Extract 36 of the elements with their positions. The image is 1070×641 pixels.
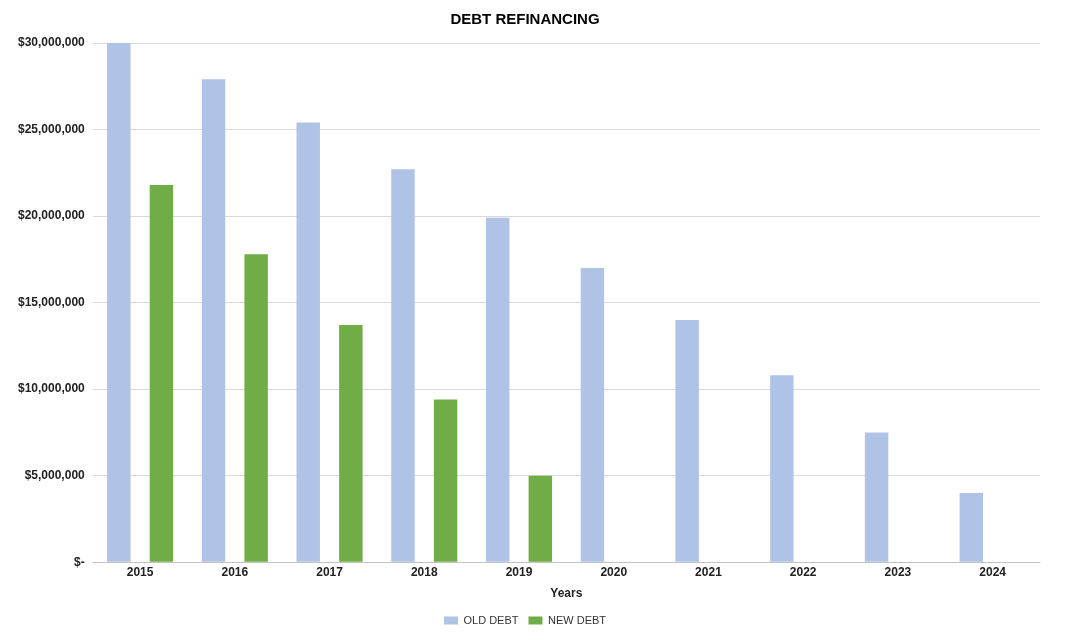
y-tick-label: $25,000,000 [18, 121, 86, 136]
x-tick-label: 2016 [221, 564, 249, 579]
x-tick-label: 2021 [695, 564, 723, 579]
bar [580, 267, 605, 562]
x-tick-label: 2022 [789, 564, 817, 579]
y-tick-label: $20,000,000 [18, 208, 86, 223]
x-tick-label: 2017 [316, 564, 344, 579]
bar [107, 43, 131, 562]
x-tick-label: 2015 [126, 564, 154, 579]
x-axis-title: Years [550, 586, 583, 601]
y-tick-label: $30,000,000 [18, 35, 86, 50]
bar [391, 169, 415, 562]
bar [675, 319, 699, 562]
bar [244, 254, 268, 562]
x-tick-label: 2020 [600, 564, 628, 579]
y-tick-label: $- [74, 554, 85, 569]
bar [149, 184, 174, 562]
bar [770, 375, 794, 562]
legend-label: OLD DEBT [463, 613, 519, 626]
bar [339, 325, 363, 562]
bar [485, 217, 510, 562]
bar [959, 492, 984, 562]
x-tick-label: 2024 [979, 564, 1007, 579]
x-tick-label: 2023 [884, 564, 912, 579]
bar [864, 432, 889, 562]
bar [528, 475, 553, 562]
x-tick-label: 2019 [505, 564, 533, 579]
y-tick-label: $5,000,000 [24, 467, 86, 482]
chart-title: DEBT REFINANCING [450, 10, 600, 28]
x-tick-label: 2018 [410, 564, 438, 579]
legend-label: NEW DEBT [547, 613, 607, 626]
bar [296, 122, 320, 562]
bar [201, 79, 226, 562]
bar [433, 399, 458, 562]
y-tick-label: $10,000,000 [18, 381, 86, 396]
y-tick-label: $15,000,000 [18, 294, 86, 309]
